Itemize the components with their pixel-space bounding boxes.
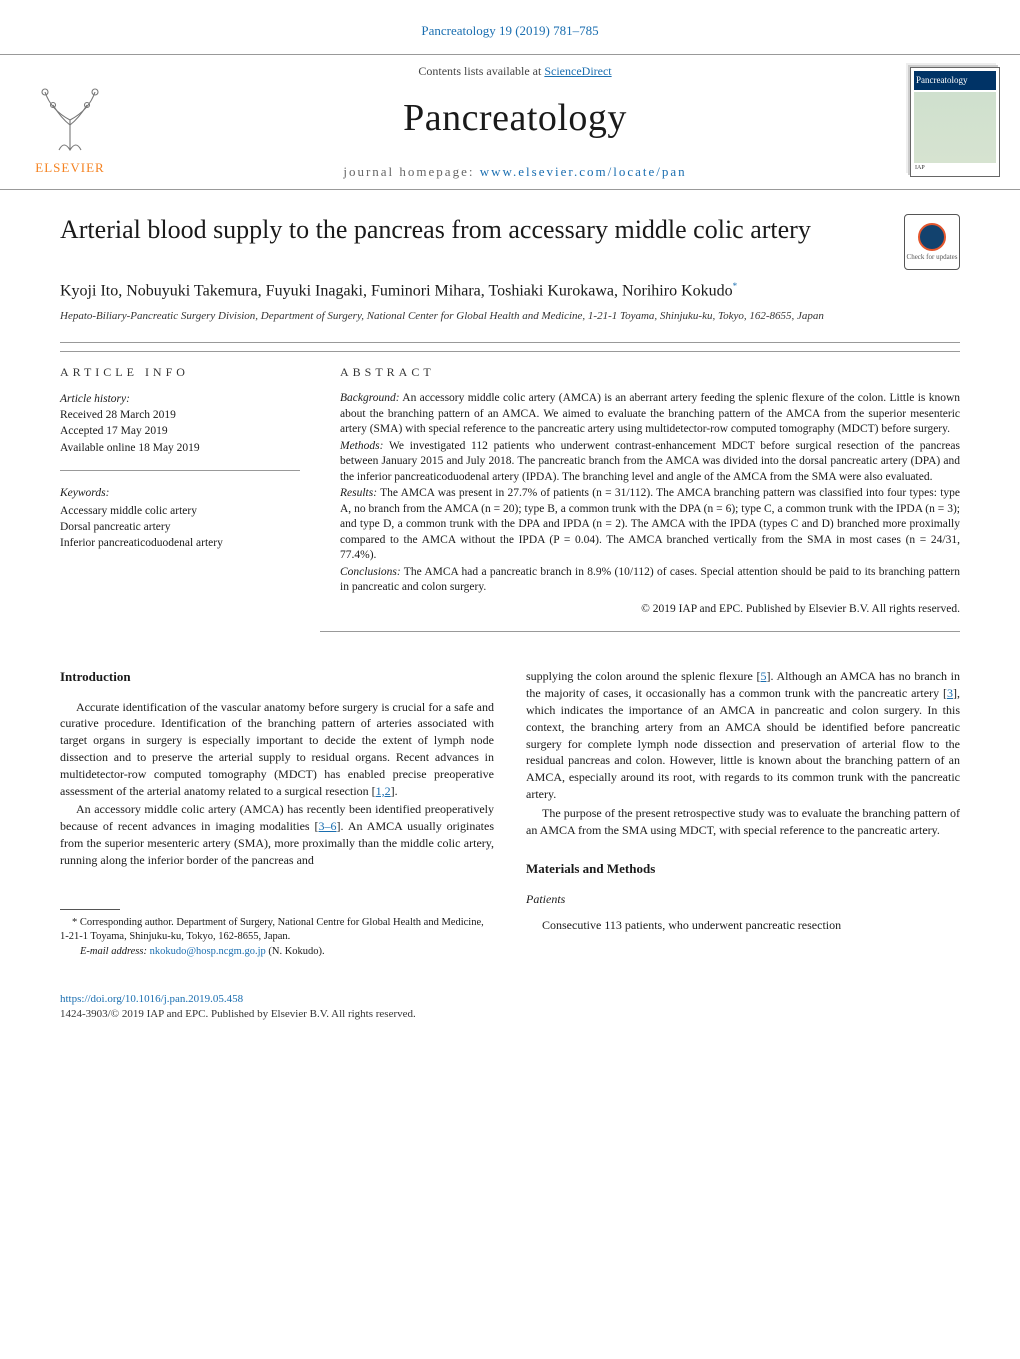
reference-link[interactable]: 3–6 [319, 819, 337, 833]
elsevier-tree-icon [30, 79, 110, 159]
abstract-heading: ABSTRACT [340, 364, 960, 381]
journal-cover-thumb[interactable]: Pancreatology IAP [910, 67, 1000, 177]
affiliation: Hepato-Biliary-Pancreatic Surgery Divisi… [60, 309, 960, 324]
materials-methods-heading: Materials and Methods [526, 860, 960, 878]
body-left-column: Introduction Accurate identification of … [60, 668, 494, 959]
abstract-text: Background: An accessory middle colic ar… [340, 391, 960, 617]
body-paragraph: Consecutive 113 patients, who underwent … [526, 917, 960, 934]
article-info-heading: ARTICLE INFO [60, 364, 300, 381]
article-title: Arterial blood supply to the pancreas fr… [60, 214, 811, 247]
corresponding-author-footnote: * Corresponding author. Department of Su… [60, 916, 494, 945]
sciencedirect-link[interactable]: ScienceDirect [544, 64, 611, 78]
reference-link[interactable]: 1,2 [376, 784, 391, 798]
check-for-updates-badge[interactable]: Check for updates [904, 214, 960, 270]
journal-homepage-link[interactable]: www.elsevier.com/locate/pan [480, 164, 687, 179]
abstract-copyright: © 2019 IAP and EPC. Published by Elsevie… [340, 602, 960, 618]
journal-title: Pancreatology [120, 92, 910, 145]
keyword: Dorsal pancreatic artery [60, 519, 300, 535]
article-info-column: ARTICLE INFO Article history: Received 2… [60, 352, 320, 632]
cover-iap-label: IAP [914, 163, 996, 173]
author-email-link[interactable]: nkokudo@hosp.ncgm.go.jp [150, 946, 266, 957]
doi-link[interactable]: https://doi.org/10.1016/j.pan.2019.05.45… [60, 993, 243, 1005]
introduction-heading: Introduction [60, 668, 494, 686]
patients-subheading: Patients [526, 891, 960, 908]
authors-line: Kyoji Ito, Nobuyuki Takemura, Fuyuki Ina… [60, 280, 960, 303]
elsevier-wordmark: ELSEVIER [35, 159, 104, 177]
issn-copyright: 1424-3903/© 2019 IAP and EPC. Published … [60, 1008, 416, 1020]
article-history: Article history: Received 28 March 2019 … [60, 391, 300, 470]
email-footnote: E-mail address: nkokudo@hosp.ncgm.go.jp … [60, 945, 494, 960]
elsevier-logo[interactable]: ELSEVIER [20, 67, 120, 177]
article-title-row: Arterial blood supply to the pancreas fr… [60, 214, 960, 270]
crossmark-icon [918, 223, 946, 251]
cover-image [914, 92, 996, 163]
top-citation-link[interactable]: Pancreatology 19 (2019) 781–785 [0, 0, 1020, 54]
body-paragraph: Accurate identification of the vascular … [60, 699, 494, 800]
journal-homepage-line: journal homepage: www.elsevier.com/locat… [120, 163, 910, 181]
keywords-block: Keywords: Accessary middle colic artery … [60, 475, 300, 551]
keyword: Accessary middle colic artery [60, 503, 300, 519]
header-center: Contents lists available at ScienceDirec… [120, 63, 910, 181]
body-paragraph: supplying the colon around the splenic f… [526, 668, 960, 802]
body-right-column: supplying the colon around the splenic f… [526, 668, 960, 959]
body-paragraph: An accessory middle colic artery (AMCA) … [60, 801, 494, 868]
body-paragraph: The purpose of the present retrospective… [526, 805, 960, 839]
bottom-meta: https://doi.org/10.1016/j.pan.2019.05.45… [0, 980, 1020, 1033]
abstract-column: ABSTRACT Background: An accessory middle… [320, 352, 960, 632]
cover-title: Pancreatology [914, 71, 996, 90]
keyword: Inferior pancreaticoduodenal artery [60, 535, 300, 551]
journal-header: ELSEVIER Contents lists available at Sci… [0, 54, 1020, 190]
corresponding-asterisk[interactable]: * [733, 281, 738, 291]
contents-line: Contents lists available at ScienceDirec… [120, 63, 910, 80]
